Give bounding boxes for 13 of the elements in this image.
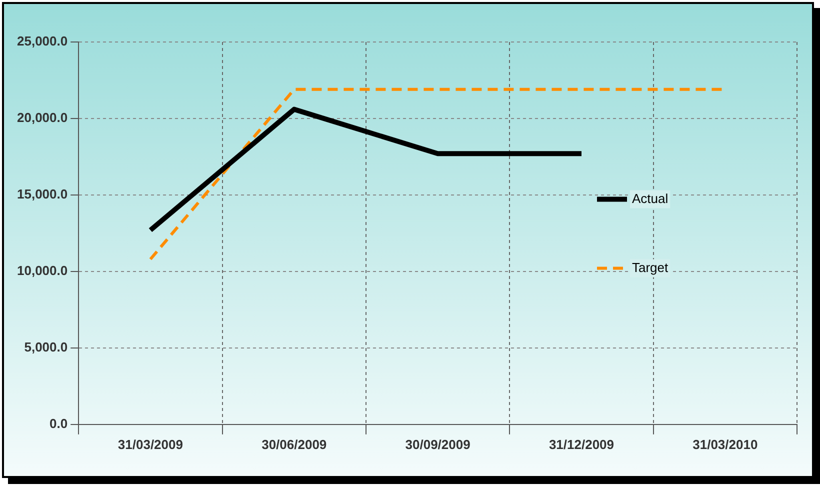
x-tick-label: 31/12/2009 <box>548 436 614 452</box>
x-tick-label: 30/09/2009 <box>405 436 470 452</box>
x-tick-label: 31/03/2009 <box>118 436 183 452</box>
x-tick-label: 30/06/2009 <box>262 436 327 452</box>
y-tick-label: 25,000.0 <box>16 34 68 49</box>
x-tick-label: 31/03/2010 <box>692 436 758 452</box>
y-tick-label: 0.0 <box>50 416 68 431</box>
y-tick-label: 10,000.0 <box>16 263 68 278</box>
y-tick-label: 15,000.0 <box>16 186 68 202</box>
y-tick-label: 5,000.0 <box>24 340 68 354</box>
y-tick-label: 20,000.0 <box>16 110 68 126</box>
legend-label: Target <box>632 260 669 275</box>
legend-label: Actual <box>632 190 668 206</box>
